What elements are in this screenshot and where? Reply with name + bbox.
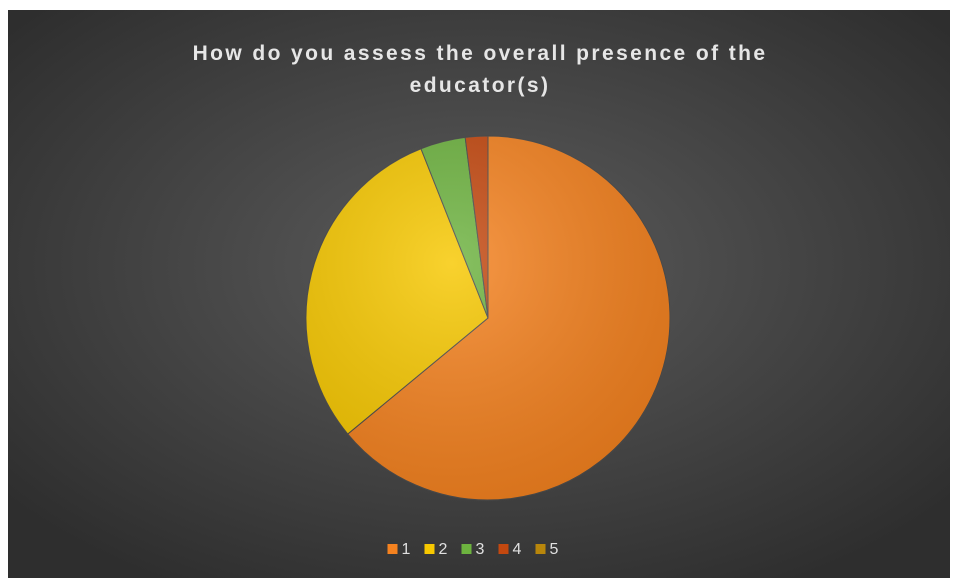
chart-title: How do you assess the overall presence o…	[192, 42, 768, 97]
legend-swatch	[498, 544, 509, 554]
legend-label: 4	[513, 541, 522, 558]
legend-swatch	[387, 544, 398, 554]
legend-label: 2	[439, 541, 448, 558]
legend-swatch	[461, 544, 472, 554]
legend-swatch	[535, 544, 546, 554]
legend-label: 1	[402, 541, 411, 558]
legend-swatch	[424, 544, 435, 554]
legend-label: 5	[550, 541, 559, 558]
legend-label: 3	[476, 541, 485, 558]
